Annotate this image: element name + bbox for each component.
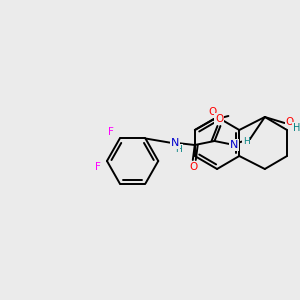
Text: O: O bbox=[190, 162, 198, 172]
Text: F: F bbox=[95, 162, 101, 172]
Text: H: H bbox=[243, 136, 250, 146]
Text: N: N bbox=[230, 140, 238, 150]
Text: O: O bbox=[285, 117, 294, 127]
Text: O: O bbox=[208, 107, 217, 117]
Text: H: H bbox=[176, 145, 182, 154]
Text: N: N bbox=[171, 138, 179, 148]
Text: H: H bbox=[293, 123, 300, 133]
Text: F: F bbox=[108, 128, 114, 137]
Text: O: O bbox=[215, 114, 223, 124]
